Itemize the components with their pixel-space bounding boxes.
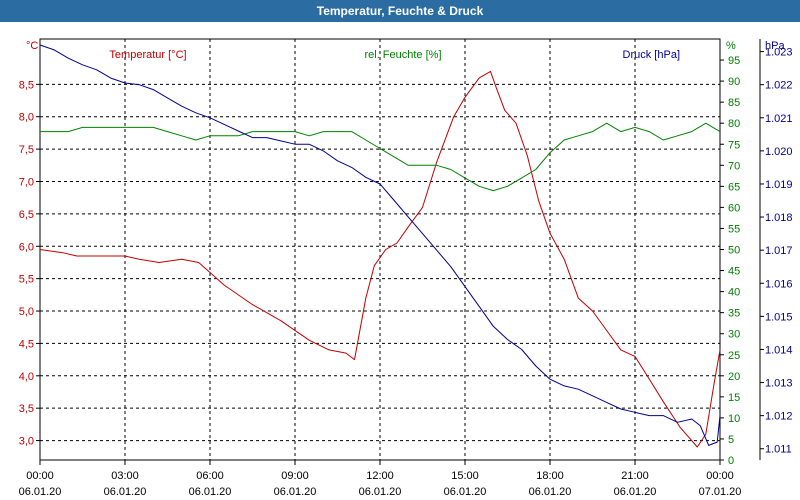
humidity-tick-label: 35: [728, 308, 740, 320]
temperature-tick-label: 3,0: [19, 436, 34, 448]
x-tick-time: 15:00: [451, 470, 479, 482]
humidity-tick-label: 70: [728, 160, 740, 172]
x-tick-time: 21:00: [621, 470, 649, 482]
humidity-tick-label: 85: [728, 97, 740, 109]
humidity-tick-label: 50: [728, 245, 740, 257]
pressure-tick-label: 1.015: [765, 311, 793, 323]
humidity-tick-label: 15: [728, 392, 740, 404]
humidity-tick-label: 20: [728, 371, 740, 383]
temperature-tick-label: 4,5: [19, 338, 34, 350]
humidity-tick-label: 30: [728, 329, 740, 341]
temperature-tick-label: 6,0: [19, 241, 34, 253]
pressure-tick-label: 1.014: [765, 344, 793, 356]
humidity-tick-label: 45: [728, 266, 740, 278]
humidity-tick-label: 10: [728, 413, 740, 425]
temperature-tick-label: 3,5: [19, 403, 34, 415]
pressure-tick-label: 1.023: [765, 47, 793, 59]
humidity-tick-label: 95: [728, 55, 740, 67]
x-tick-date: 06.01.20: [189, 486, 232, 498]
humidity-tick-label: 80: [728, 118, 740, 130]
x-tick-date: 07.01.20: [699, 486, 742, 498]
temperature-line: [39, 70, 721, 448]
x-tick-date: 06.01.20: [529, 486, 572, 498]
x-tick-date: 06.01.20: [359, 486, 402, 498]
temperature-tick-label: 5,0: [19, 306, 34, 318]
x-tick-time: 00:00: [26, 470, 54, 482]
temperature-tick-label: 6,5: [19, 209, 34, 221]
humidity-legend: rel. Feuchte [%]: [364, 49, 441, 61]
pressure-legend: Druck [hPa]: [623, 49, 680, 61]
humidity-tick-label: 5: [728, 434, 734, 446]
x-tick-time: 00:00: [706, 470, 734, 482]
pressure-tick-label: 1.017: [765, 245, 793, 257]
temperature-tick-label: 7,0: [19, 176, 34, 188]
x-tick-time: 12:00: [366, 470, 394, 482]
humidity-axis-unit: %: [726, 40, 736, 52]
x-tick-date: 06.01.20: [614, 486, 657, 498]
x-tick-date: 06.01.20: [19, 486, 62, 498]
pressure-line: [39, 44, 721, 446]
humidity-tick-label: 25: [728, 350, 740, 362]
window-title: Temperatur, Feuchte & Druck: [0, 0, 800, 22]
pressure-tick-label: 1.020: [765, 146, 793, 158]
humidity-tick-label: 0: [728, 455, 734, 467]
x-tick-time: 06:00: [196, 470, 224, 482]
x-tick-date: 06.01.20: [274, 486, 317, 498]
temperature-tick-label: 8,5: [19, 79, 34, 91]
pressure-tick-label: 1.019: [765, 179, 793, 191]
weather-chart: 3,0 3,5 4,0 4,5 5,0 5,5 6,0 6,5 7,0 7,5 8,0 8,5 0 5 1…: [0, 22, 800, 500]
humidity-tick-label: 90: [728, 76, 740, 88]
pressure-axis-unit: hPa: [765, 40, 785, 52]
temperature-legend: Temperatur [°C]: [109, 49, 186, 61]
pressure-tick-label: 1.012: [765, 411, 793, 423]
temperature-tick-label: 5,5: [19, 274, 34, 286]
left-axis-unit: °C: [26, 40, 38, 52]
pressure-tick-label: 1.018: [765, 212, 793, 224]
pressure-tick-label: 1.016: [765, 278, 793, 290]
pressure-tick-label: 1.021: [765, 113, 793, 125]
x-tick-date: 06.01.20: [444, 486, 487, 498]
x-tick-date: 06.01.20: [104, 486, 147, 498]
temperature-tick-label: 7,5: [19, 144, 34, 156]
humidity-tick-label: 75: [728, 139, 740, 151]
x-tick-time: 03:00: [111, 470, 139, 482]
pressure-tick-label: 1.011: [765, 444, 792, 456]
humidity-tick-label: 60: [728, 202, 740, 214]
temperature-tick-label: 4,0: [19, 371, 34, 383]
temperature-tick-label: 8,0: [19, 112, 34, 124]
pressure-tick-label: 1.013: [765, 378, 793, 390]
pressure-tick-label: 1.022: [765, 80, 793, 92]
x-tick-time: 18:00: [536, 470, 564, 482]
humidity-tick-label: 55: [728, 223, 740, 235]
humidity-line: [40, 122, 721, 192]
x-tick-time: 09:00: [281, 470, 309, 482]
humidity-tick-label: 40: [728, 287, 740, 299]
humidity-tick-label: 65: [728, 181, 740, 193]
